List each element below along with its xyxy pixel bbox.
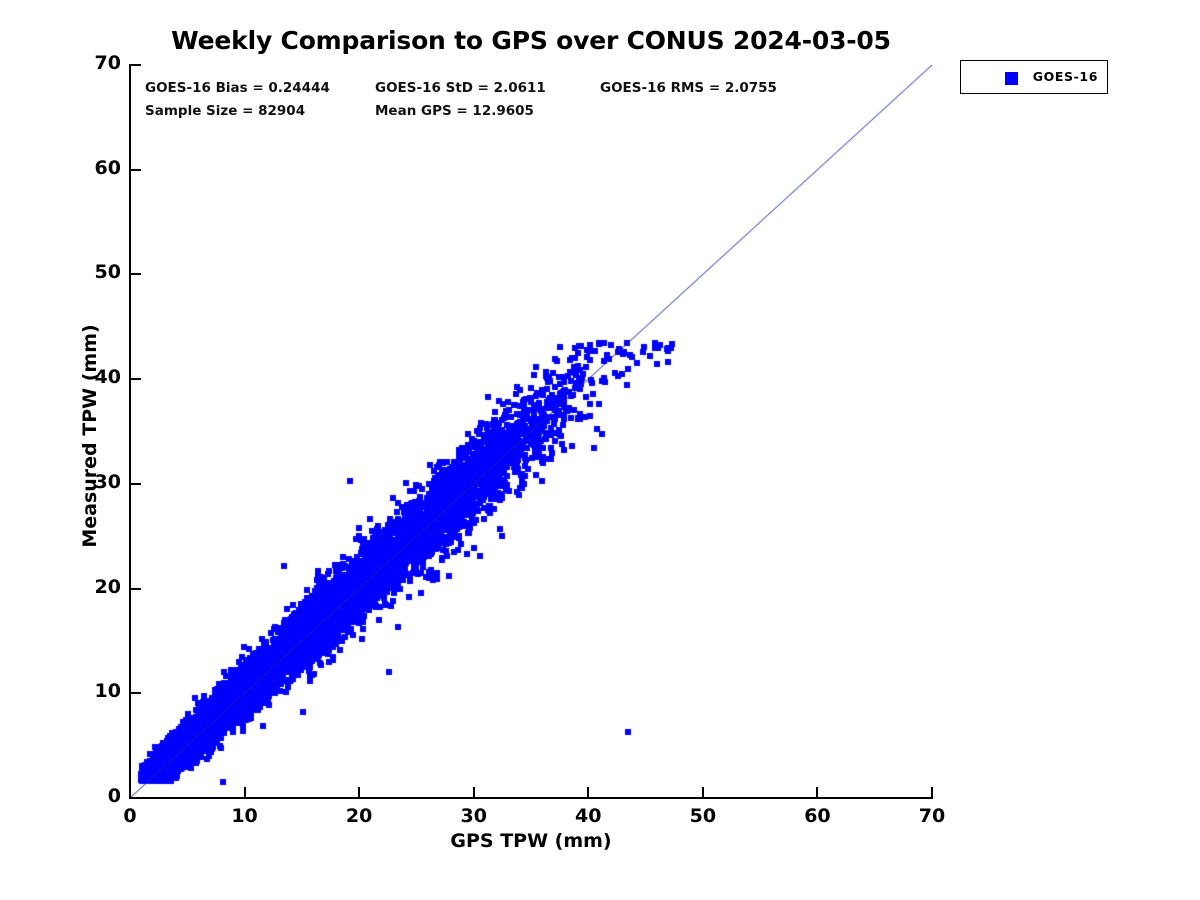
y-axis-line bbox=[129, 64, 131, 799]
y-tick-60 bbox=[131, 168, 141, 171]
legend-label-goes-16: GOES-16 bbox=[1032, 69, 1098, 84]
x-tick-70 bbox=[931, 787, 933, 797]
y-tick-label-0: 0 bbox=[107, 785, 121, 807]
y-tick-70 bbox=[131, 64, 141, 66]
y-tick-label-70: 70 bbox=[94, 52, 121, 74]
y-tick-0 bbox=[131, 797, 141, 799]
x-tick-50 bbox=[701, 787, 704, 797]
scatter-plot-canvas bbox=[130, 65, 932, 798]
chart-title: Weekly Comparison to GPS over CONUS 2024… bbox=[171, 26, 891, 55]
legend-swatch-goes-16 bbox=[1005, 72, 1018, 85]
y-tick-label-60: 60 bbox=[94, 156, 121, 179]
x-tick-label-0: 0 bbox=[123, 805, 137, 827]
x-tick-label-50: 50 bbox=[689, 805, 717, 827]
x-tick-0 bbox=[129, 787, 131, 797]
x-tick-label-60: 60 bbox=[804, 805, 831, 827]
x-tick-label-20: 20 bbox=[345, 805, 373, 827]
x-tick-20 bbox=[358, 787, 361, 797]
plot-area bbox=[130, 65, 932, 798]
y-tick-label-20: 20 bbox=[94, 575, 121, 598]
y-axis-title: Measured TPW (mm) bbox=[79, 324, 101, 548]
x-axis-title: GPS TPW (mm) bbox=[450, 830, 612, 852]
y-tick-label-30: 30 bbox=[94, 470, 121, 493]
y-tick-20 bbox=[131, 587, 141, 590]
y-tick-label-10: 10 bbox=[94, 680, 121, 703]
y-tick-30 bbox=[131, 482, 141, 485]
y-tick-50 bbox=[131, 273, 141, 276]
x-tick-label-30: 30 bbox=[460, 805, 487, 827]
x-tick-10 bbox=[243, 787, 246, 797]
y-tick-40 bbox=[131, 378, 141, 381]
x-tick-label-10: 10 bbox=[231, 805, 258, 827]
x-axis-line bbox=[129, 797, 933, 799]
x-tick-30 bbox=[472, 787, 475, 797]
x-tick-label-70: 70 bbox=[918, 805, 946, 827]
y-tick-label-50: 50 bbox=[94, 261, 121, 284]
y-tick-10 bbox=[131, 692, 141, 695]
x-tick-label-40: 40 bbox=[575, 805, 602, 827]
x-tick-40 bbox=[587, 787, 590, 797]
x-tick-60 bbox=[816, 787, 819, 797]
y-tick-label-40: 40 bbox=[94, 366, 121, 389]
legend: GOES-16 bbox=[960, 60, 1108, 94]
